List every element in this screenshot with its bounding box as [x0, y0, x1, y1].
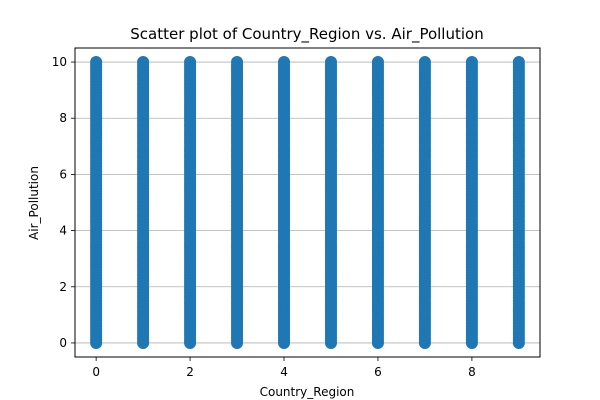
x-tick-label: 4 [280, 365, 288, 379]
scatter-point [324, 56, 337, 69]
data-points [90, 56, 525, 349]
y-tick-label: 2 [59, 280, 67, 294]
scatter-point [137, 56, 150, 69]
y-tick-label: 6 [59, 167, 67, 181]
scatter-point [184, 56, 197, 69]
scatter-point [465, 56, 478, 69]
scatter-point [371, 56, 384, 69]
plot-frame [74, 47, 541, 358]
x-tick-label: 8 [468, 365, 476, 379]
chart-title: Scatter plot of Country_Region vs. Air_P… [130, 25, 483, 44]
x-tick-label: 6 [374, 365, 382, 379]
y-tick-label: 4 [59, 224, 67, 238]
scatter-point [90, 56, 103, 69]
y-tick-label: 10 [52, 55, 67, 69]
scatter-point [512, 56, 525, 69]
x-tick-label: 2 [186, 365, 194, 379]
y-tick-label: 0 [59, 336, 67, 350]
x-tick-label: 0 [92, 365, 100, 379]
x-axis-label: Country_Region [260, 385, 355, 399]
axis-ticks: 0 2 4 6 8 0 2 4 6 8 10 [52, 55, 476, 379]
y-tick-label: 8 [59, 111, 67, 125]
scatter-point [231, 56, 244, 69]
grid-lines [75, 61, 540, 344]
y-axis-label: Air_Pollution [27, 166, 41, 240]
scatter-point [278, 56, 291, 69]
scatter-point [418, 56, 431, 69]
